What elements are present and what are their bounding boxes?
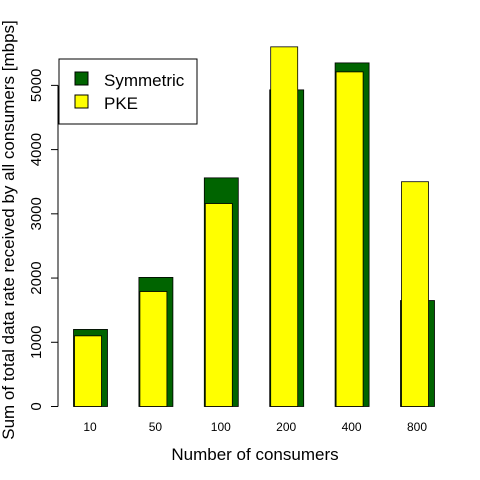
y-axis-title: Sum of total data rate received by all c… xyxy=(0,20,18,440)
x-tick-label: 10 xyxy=(83,420,97,434)
bar-pke-100 xyxy=(204,203,233,407)
x-tick-label: 400 xyxy=(342,420,362,434)
y-tick-label: 1000 xyxy=(28,326,45,359)
bar-pke-50 xyxy=(139,291,168,407)
x-axis-ticks: 10 50 100 200 400 800 xyxy=(83,420,427,434)
bar-pke-400 xyxy=(335,71,364,407)
legend: Symmetric PKE xyxy=(58,58,198,125)
legend-label-symmetric: Symmetric xyxy=(104,71,185,90)
y-tick-label: 2000 xyxy=(28,261,45,294)
bar-pke-10 xyxy=(74,335,102,407)
y-tick-label: 5000 xyxy=(28,69,45,102)
legend-label-pke: PKE xyxy=(104,94,138,113)
x-tick-label: 800 xyxy=(407,420,427,434)
bar-pke-200 xyxy=(270,46,299,407)
y-tick-label: 3000 xyxy=(28,197,45,230)
bar-pke-800 xyxy=(401,181,429,407)
x-tick-label: 200 xyxy=(276,420,296,434)
y-tick-label: 4000 xyxy=(28,133,45,166)
y-tick-label: 0 xyxy=(28,402,45,410)
x-tick-label: 50 xyxy=(149,420,163,434)
legend-swatch-symmetric xyxy=(74,71,89,86)
bars xyxy=(73,46,435,407)
y-axis: 0 1000 2000 3000 4000 5000 xyxy=(28,69,59,411)
legend-box xyxy=(58,58,198,125)
x-tick-label: 100 xyxy=(211,420,231,434)
x-axis-title: Number of consumers xyxy=(171,445,338,464)
legend-swatch-pke xyxy=(74,94,89,109)
